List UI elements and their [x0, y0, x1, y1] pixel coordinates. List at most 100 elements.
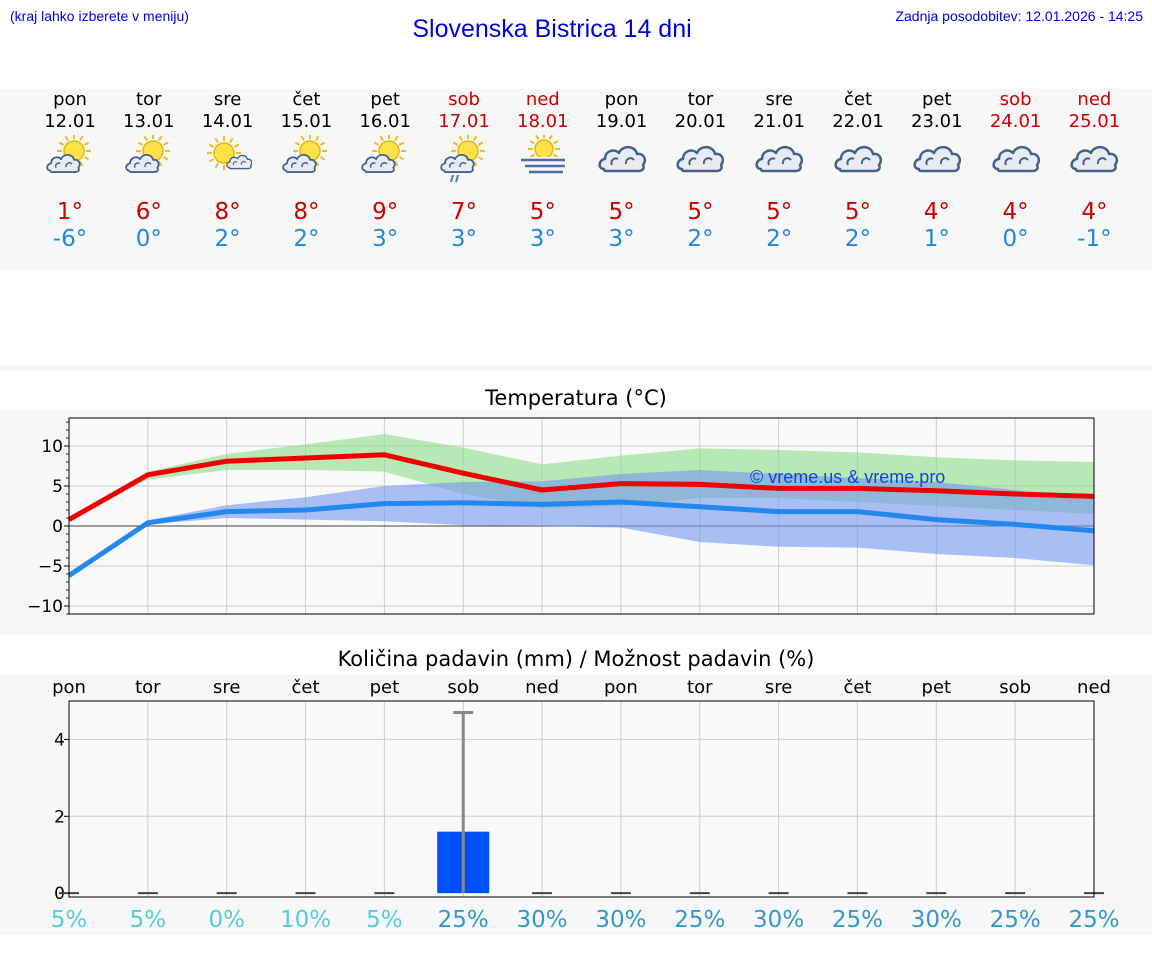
category-label: pon	[604, 677, 638, 698]
y-tick-label: 0	[52, 517, 63, 537]
location-menu-hint[interactable]: (kraj lahko izberete v meniju)	[10, 8, 189, 24]
day-name: sob	[999, 89, 1032, 110]
precip-probability: 25%	[674, 907, 725, 933]
day-name: ned	[1077, 89, 1112, 110]
day-date: 21.01	[753, 111, 805, 132]
day-name: sre	[213, 89, 242, 110]
sun-cloud-rain-icon	[440, 134, 488, 183]
precip-probability: 30%	[595, 907, 646, 933]
temp-min: 3°	[529, 226, 556, 252]
y-tick-label: 5	[52, 477, 63, 497]
day-name: čet	[292, 89, 321, 110]
day-column: pet 16.01 9° 3°	[346, 89, 424, 252]
day-date: 20.01	[674, 111, 727, 132]
plot-frame	[68, 417, 1095, 615]
sun-fog-icon	[518, 133, 567, 183]
day-date: 16.01	[359, 111, 411, 132]
day-name: pet	[370, 89, 400, 110]
temp-min: 3°	[450, 226, 478, 252]
temp-min: -1°	[1077, 226, 1112, 252]
sun-cloud-icon	[361, 134, 409, 183]
day-column: ned 25.01 4° -1°	[1055, 89, 1133, 252]
plot-frame	[68, 700, 1095, 898]
temp-max: 7°	[450, 199, 478, 225]
day-date: 24.01	[989, 111, 1042, 132]
day-column: pon 19.01 5° 3°	[583, 89, 661, 252]
min-temperature-line	[67, 499, 1095, 578]
sun-cloud-icon	[282, 134, 330, 183]
precip-probability: 30%	[517, 907, 568, 933]
day-date: 22.01	[832, 111, 884, 132]
precipitation-chart-title: Količina padavin (mm) / Možnost padavin …	[337, 647, 815, 671]
day-name: tor	[687, 89, 714, 110]
day-date: 18.01	[517, 111, 569, 132]
last-updated: Zadnja posodobitev: 12.01.2026 - 14:25	[895, 8, 1143, 24]
cloud-icon	[913, 135, 961, 183]
temp-min: 2°	[293, 226, 320, 252]
category-label: pon	[52, 677, 86, 698]
temp-max: 4°	[1081, 199, 1108, 225]
temp-min: 2°	[687, 226, 714, 252]
day-column: čet 22.01 5° 2°	[819, 89, 897, 252]
y-tick-label: −10	[27, 597, 63, 617]
day-column: ned 18.01 5° 3°	[504, 89, 582, 252]
day-column: čet 15.01 8° 2°	[267, 89, 345, 252]
min-range-band	[69, 470, 1094, 576]
day-column: tor 13.01 6° 0°	[110, 89, 188, 252]
temp-min: 1°	[923, 226, 950, 252]
category-label: tor	[687, 677, 713, 698]
max-temperature-line	[67, 452, 1095, 522]
category-label: tor	[135, 677, 161, 698]
temp-min: 0°	[1002, 226, 1029, 252]
precip-probability: 30%	[753, 907, 804, 933]
precip-probability: 25%	[438, 907, 489, 933]
day-name: pon	[53, 89, 87, 110]
y-tick-label: −5	[38, 557, 63, 577]
day-name: tor	[136, 89, 162, 110]
day-column: tor 20.01 5° 2°	[661, 89, 739, 252]
temp-max: 1°	[56, 199, 84, 225]
day-name: pon	[604, 89, 639, 110]
day-column: sre 14.01 8° 2°	[189, 89, 267, 252]
precip-probability: 5%	[366, 907, 403, 933]
day-column: sre 21.01 5° 2°	[740, 89, 818, 252]
temp-min: -6°	[52, 226, 88, 252]
temp-max: 6°	[135, 199, 162, 225]
sun-cloud-icon	[125, 134, 173, 183]
temp-min: 3°	[608, 226, 635, 252]
day-date: 23.01	[911, 111, 963, 132]
temp-max: 5°	[766, 199, 793, 225]
day-column: pon 12.01 1° -6°	[31, 89, 109, 252]
day-date: 19.01	[595, 111, 648, 132]
day-name: ned	[525, 89, 560, 110]
temp-min: 3°	[372, 226, 399, 252]
precip-probability: 10%	[280, 907, 331, 933]
temp-max: 5°	[844, 199, 872, 225]
page-title: Slovenska Bistrica 14 dni	[412, 15, 692, 43]
precip-probability: 25%	[1068, 907, 1119, 933]
day-date: 14.01	[201, 111, 254, 132]
category-label: pet	[922, 677, 952, 698]
category-label: sob	[447, 677, 479, 698]
day-date: 25.01	[1068, 111, 1121, 132]
day-name: sob	[448, 89, 480, 110]
precip-probability: 0%	[208, 907, 245, 933]
y-tick-label: 10	[41, 437, 63, 457]
sun-small-cloud-icon	[204, 135, 252, 183]
sun-cloud-icon	[46, 134, 94, 183]
category-label: sob	[999, 677, 1031, 698]
temp-max: 5°	[529, 199, 556, 225]
precip-probability: 25%	[832, 907, 883, 933]
forecast-band	[0, 89, 1152, 270]
cloud-icon	[991, 135, 1040, 183]
day-column: sob 17.01 7° 3°	[425, 89, 503, 252]
temp-min: 2°	[766, 226, 793, 252]
category-label: čet	[292, 677, 320, 698]
temp-max: 5°	[687, 199, 714, 225]
precipitation-chart: pon 5% tor 5% sre 0% čet 10% pet 5% sob 25% ned 30% po…	[51, 677, 1120, 933]
temp-min: 2°	[844, 226, 872, 252]
precip-probability: 30%	[911, 907, 962, 933]
temperature-chart-title: Temperatura (°C)	[485, 386, 667, 410]
temp-max: 8°	[293, 199, 320, 225]
cloud-icon	[676, 135, 725, 183]
